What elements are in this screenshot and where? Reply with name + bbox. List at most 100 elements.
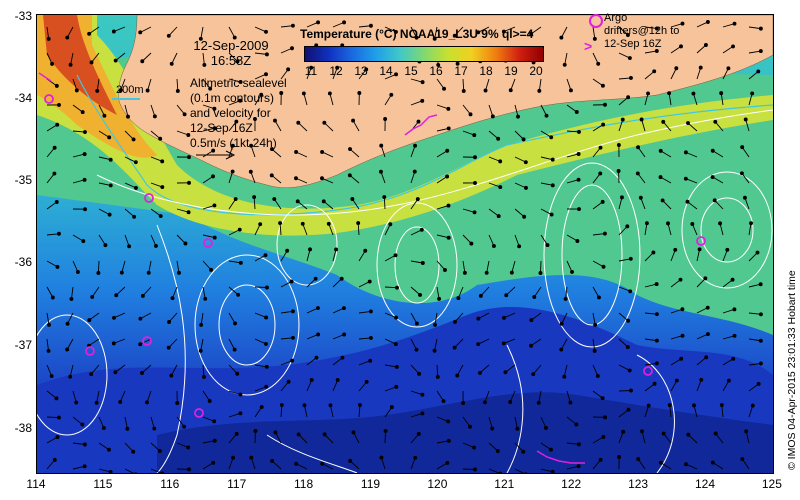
velocity-arrow-head xyxy=(350,197,355,201)
velocity-arrow xyxy=(384,224,391,236)
velocity-arrow xyxy=(488,416,493,429)
velocity-arrow-head xyxy=(646,91,650,96)
velocity-arrow-head xyxy=(80,110,85,115)
velocity-arrow-head xyxy=(559,321,564,326)
velocity-arrow-head xyxy=(420,411,425,416)
velocity-arrow xyxy=(380,171,386,184)
velocity-arrow xyxy=(280,337,293,340)
velocity-arrow-head xyxy=(570,269,574,274)
velocity-arrow-head xyxy=(154,243,158,248)
velocity-arrow xyxy=(454,26,464,36)
velocity-arrow-head xyxy=(713,119,718,124)
velocity-arrow xyxy=(748,405,754,418)
velocity-arrow-head xyxy=(114,293,119,298)
velocity-arrow-head xyxy=(286,379,291,384)
velocity-arrow-head xyxy=(537,88,542,93)
velocity-arrow xyxy=(410,457,416,470)
velocity-arrow xyxy=(297,122,308,132)
velocity-arrow xyxy=(436,150,448,158)
velocity-arrow xyxy=(696,278,706,288)
velocity-arrow-head xyxy=(680,333,685,338)
velocity-arrow xyxy=(358,25,371,28)
velocity-arrow-head xyxy=(81,239,86,244)
velocity-arrow xyxy=(332,278,342,288)
velocity-arrow-head xyxy=(237,227,242,232)
velocity-arrow xyxy=(618,312,629,322)
velocity-arrow xyxy=(98,442,110,451)
velocity-arrow xyxy=(540,104,547,116)
velocity-scale-arrow xyxy=(196,150,236,160)
velocity-arrow xyxy=(306,379,313,392)
velocity-arrow xyxy=(410,260,423,264)
velocity-arrow xyxy=(329,93,334,106)
velocity-arrow-head xyxy=(273,430,278,435)
velocity-arrow xyxy=(486,260,490,273)
velocity-arrow xyxy=(332,334,345,340)
velocity-arrow-head xyxy=(414,321,419,326)
velocity-arrow xyxy=(124,156,137,163)
velocity-arrow xyxy=(46,312,50,325)
velocity-arrow-head xyxy=(341,306,346,311)
velocity-arrow xyxy=(384,364,397,368)
velocity-arrow-head xyxy=(490,114,495,119)
velocity-arrow-head xyxy=(661,119,666,124)
velocity-arrow xyxy=(540,442,552,451)
velocity-arrow-head xyxy=(495,449,500,454)
note-line-2: (0.1m contours) xyxy=(190,91,275,105)
velocity-arrow-head xyxy=(253,429,258,433)
velocity-arrow xyxy=(745,431,750,444)
velocity-arrow xyxy=(147,78,152,91)
velocity-arrow xyxy=(644,312,657,315)
velocity-arrow xyxy=(280,69,289,80)
velocity-arrow-head xyxy=(207,399,212,403)
velocity-arrow xyxy=(644,405,650,418)
velocity-arrow xyxy=(306,278,316,288)
velocity-arrow-head xyxy=(436,62,441,67)
velocity-arrow-head xyxy=(698,65,703,70)
velocity-arrow-head xyxy=(106,447,111,452)
velocity-arrow-head xyxy=(432,36,437,41)
velocity-arrow-head xyxy=(138,342,143,347)
velocity-arrow-head xyxy=(437,296,442,301)
velocity-arrow xyxy=(250,457,256,470)
velocity-arrow xyxy=(670,380,678,392)
velocity-arrow xyxy=(477,338,490,345)
velocity-arrow-head xyxy=(667,403,672,408)
velocity-arrow xyxy=(383,196,386,210)
velocity-arrow xyxy=(353,432,360,444)
velocity-arrow xyxy=(176,234,186,244)
velocity-arrow-head xyxy=(348,458,353,463)
velocity-arrow xyxy=(592,338,596,351)
velocity-arrow xyxy=(685,463,698,470)
colorbar-tick-label: 16 xyxy=(429,64,443,78)
velocity-arrow xyxy=(721,405,724,418)
velocity-arrow-head xyxy=(238,260,243,265)
velocity-arrow-head xyxy=(713,431,718,436)
velocity-arrow xyxy=(384,430,387,444)
velocity-arrow-head xyxy=(719,91,724,96)
velocity-arrow xyxy=(410,198,419,210)
velocity-arrow-head xyxy=(238,98,243,103)
velocity-arrow-head xyxy=(563,296,568,301)
velocity-arrow-head xyxy=(357,91,362,95)
velocity-arrow-head xyxy=(496,214,501,219)
velocity-arrow xyxy=(592,26,596,39)
velocity-arrow-head xyxy=(654,26,659,31)
velocity-arrow xyxy=(280,310,293,314)
velocity-arrow-head xyxy=(575,239,580,243)
velocity-arrow-head xyxy=(158,136,163,141)
velocity-arrow-head xyxy=(65,347,70,352)
velocity-arrow xyxy=(280,250,288,262)
velocity-arrow-head xyxy=(379,143,384,148)
velocity-arrow xyxy=(503,26,516,32)
velocity-arrow xyxy=(98,130,110,138)
velocity-arrow-head xyxy=(472,210,477,215)
velocity-arrow-head xyxy=(601,435,606,439)
velocity-arrow xyxy=(302,223,308,236)
velocity-arrow xyxy=(176,260,180,273)
velocity-arrow-head xyxy=(452,33,457,38)
velocity-arrow xyxy=(306,21,319,28)
velocity-arrow xyxy=(172,286,178,299)
x-tick-label: 119 xyxy=(360,477,381,491)
velocity-arrow-head xyxy=(415,197,420,202)
